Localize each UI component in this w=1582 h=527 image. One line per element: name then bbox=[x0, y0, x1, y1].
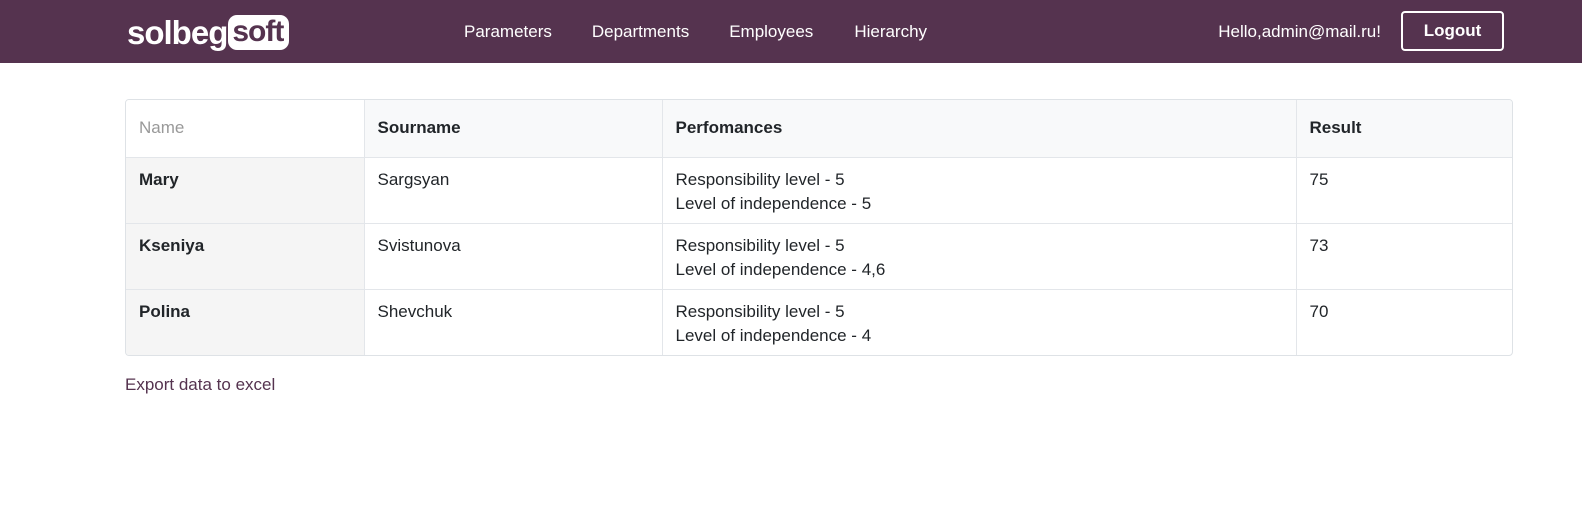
cell-name: Polina bbox=[126, 289, 365, 355]
nav-link-employees[interactable]: Employees bbox=[729, 21, 814, 41]
cell-performances: Responsibility level - 5 Level of indepe… bbox=[662, 157, 1297, 224]
employee-results-table: Name Sourname Perfomances Result Mary Sa… bbox=[126, 100, 1512, 355]
table-row: Kseniya Svistunova Responsibility level … bbox=[126, 223, 1512, 290]
nav-link-departments[interactable]: Departments bbox=[591, 21, 690, 41]
user-greeting: Hello,admin@mail.ru! bbox=[1218, 21, 1381, 41]
performance-line: Level of independence - 4 bbox=[675, 325, 872, 345]
logo-text-right: soft bbox=[228, 14, 290, 50]
cell-performances: Responsibility level - 5 Level of indepe… bbox=[662, 289, 1297, 355]
table-header-row: Name Sourname Perfomances Result bbox=[126, 100, 1512, 158]
cell-surname: Shevchuk bbox=[364, 289, 663, 355]
cell-surname: Svistunova bbox=[364, 223, 663, 290]
logout-button[interactable]: Logout bbox=[1401, 11, 1504, 51]
performance-line: Responsibility level - 5 bbox=[675, 301, 845, 321]
table-row: Mary Sargsyan Responsibility level - 5 L… bbox=[126, 157, 1512, 224]
cell-surname: Sargsyan bbox=[364, 157, 663, 224]
nav-link-parameters[interactable]: Parameters bbox=[464, 21, 552, 41]
nav-link-hierarchy[interactable]: Hierarchy bbox=[854, 21, 928, 41]
logo-text-left: solbeg bbox=[127, 13, 228, 51]
column-header-surname[interactable]: Sourname bbox=[364, 100, 663, 158]
cell-name: Kseniya bbox=[126, 223, 365, 290]
export-to-excel-link[interactable]: Export data to excel bbox=[125, 375, 276, 394]
performance-line: Level of independence - 4,6 bbox=[675, 259, 886, 279]
cell-result: 75 bbox=[1296, 157, 1512, 224]
employee-results-table-container: Name Sourname Perfomances Result Mary Sa… bbox=[125, 99, 1513, 356]
cell-result: 73 bbox=[1296, 223, 1512, 290]
performance-line: Responsibility level - 5 bbox=[675, 169, 845, 189]
cell-result: 70 bbox=[1309, 301, 1329, 321]
cell-name: Mary bbox=[126, 157, 365, 224]
top-navbar: solbeg soft Parameters Departments Emplo… bbox=[0, 0, 1582, 63]
table-row: Polina Shevchuk Responsibility level - 5… bbox=[126, 289, 1512, 355]
performance-line: Responsibility level - 5 bbox=[675, 235, 845, 255]
main-nav: Parameters Departments Employees Hierarc… bbox=[464, 0, 968, 63]
column-header-performances[interactable]: Perfomances bbox=[662, 100, 1297, 158]
column-header-result[interactable]: Result bbox=[1296, 100, 1512, 158]
cell-performances: Responsibility level - 5 Level of indepe… bbox=[662, 223, 1297, 290]
performance-line: Level of independence - 5 bbox=[675, 193, 872, 213]
solbegsoft-logo[interactable]: solbeg soft bbox=[127, 11, 290, 53]
column-header-name[interactable]: Name bbox=[126, 100, 365, 158]
